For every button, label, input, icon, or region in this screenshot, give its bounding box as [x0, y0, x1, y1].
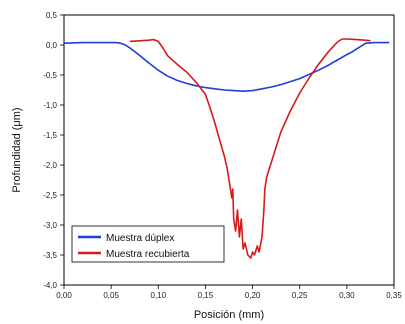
x-tick-label: 0,35 — [386, 291, 402, 300]
x-tick-label: 0,10 — [150, 291, 166, 300]
plot-frame — [63, 14, 395, 286]
y-tick-label: -4,0 — [43, 281, 57, 290]
y-axis: 0,5 0,0 -0,5 -1,0 -1,5 -2,0 -2,5 -3,0 -3,5 -4,0 — [43, 11, 64, 290]
y-tick-label: -3,0 — [43, 221, 57, 230]
y-tick-label: -0,5 — [43, 71, 57, 80]
y-tick-label: 0,0 — [46, 41, 58, 50]
x-tick-label: 0,20 — [245, 291, 261, 300]
x-tick-label: 0,00 — [56, 291, 72, 300]
series-line-duplex — [64, 41, 390, 92]
y-axis-title: Profundidad (μm) — [11, 107, 23, 192]
legend: Muestra dúplex Muestra recubierta — [71, 225, 225, 263]
x-tick-label: 0,25 — [292, 291, 308, 300]
x-tick-label: 0,15 — [198, 291, 214, 300]
series-layer — [64, 38, 390, 259]
legend-label-coated: Muestra recubierta — [106, 249, 190, 260]
y-tick-label: -2,5 — [43, 191, 57, 200]
series-line-coated — [129, 38, 371, 259]
y-tick-label: 0,5 — [46, 11, 58, 20]
y-tick-label: -3,5 — [43, 251, 57, 260]
legend-label-duplex: Muestra dúplex — [106, 233, 174, 244]
x-tick-label: 0,05 — [103, 291, 119, 300]
legend-box — [71, 225, 225, 263]
x-axis: 0,00 0,05 0,10 0,15 0,20 0,25 0,30 0,35 — [56, 285, 402, 300]
x-tick-label: 0,30 — [339, 291, 355, 300]
y-tick-label: -1,5 — [43, 131, 57, 140]
y-tick-label: -2,0 — [43, 161, 57, 170]
y-tick-label: -1,0 — [43, 101, 57, 110]
x-axis-title: Posición (mm) — [194, 309, 264, 321]
